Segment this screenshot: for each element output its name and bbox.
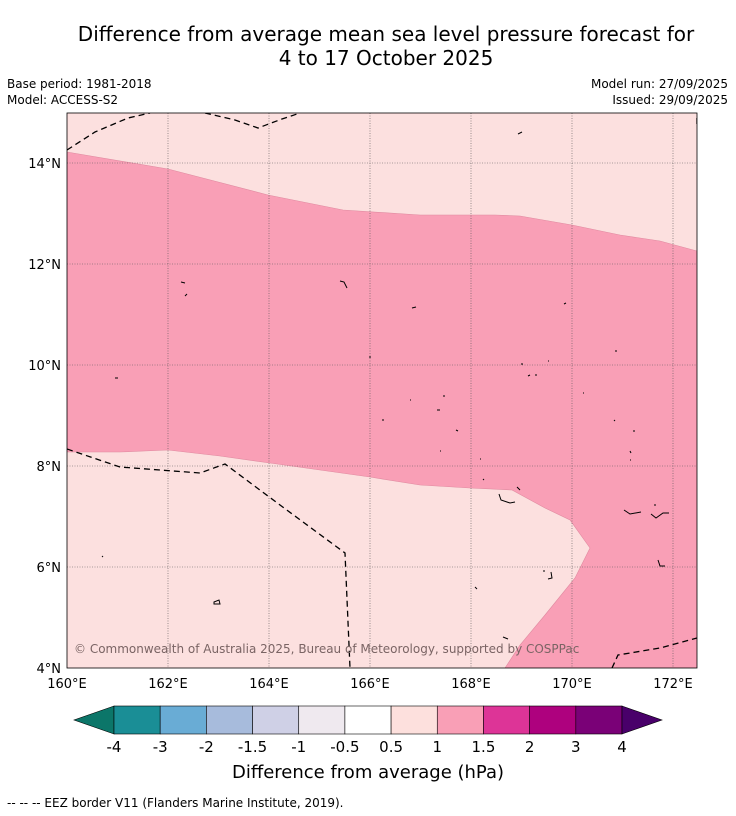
colorbar-segment [252, 705, 300, 735]
lon-label: 162°E [148, 677, 188, 692]
colorbar-tick-label: 4 [617, 738, 627, 756]
colorbar-segment [159, 705, 207, 735]
lon-label: 160°E [47, 677, 87, 692]
colorbar-segment [575, 705, 623, 735]
colorbar-tick-label: 1 [432, 738, 442, 756]
colorbar-segment [483, 705, 530, 735]
colorbar-tick-label: 1.5 [472, 738, 496, 756]
lat-label: 8°N [37, 460, 62, 475]
lat-label: 12°N [28, 258, 61, 273]
colorbar-tick-label: -4 [107, 738, 122, 756]
copyright-notice: © Commonwealth of Australia 2025, Bureau… [74, 642, 579, 656]
lon-label: 164°E [249, 677, 289, 692]
colorbar-segment [298, 705, 346, 735]
colorbar-tick-label: -1.5 [238, 738, 267, 756]
model-run: Model run: 27/09/2025 [590, 77, 728, 91]
islands [101, 131, 669, 640]
title-line-2: 4 to 17 October 2025 [278, 46, 494, 70]
lat-label: 10°N [28, 359, 61, 374]
colorbar [73, 705, 663, 735]
colorbar-segment [436, 705, 484, 735]
latitude-labels: 14°N 12°N 10°N 8°N 6°N 4°N [28, 157, 61, 677]
lon-label: 166°E [350, 677, 390, 692]
colorbar-segment [206, 705, 253, 735]
map-frame [66, 112, 698, 669]
colorbar-segment [344, 705, 392, 735]
longitude-labels: 160°E 162°E 164°E 166°E 168°E 170°E 172°… [47, 677, 693, 692]
lat-label: 6°N [37, 561, 62, 576]
map-area: © Commonwealth of Australia 2025, Bureau… [67, 113, 697, 668]
footnote-eez: -- -- -- EEZ border V11 (Flanders Marine… [7, 796, 344, 810]
colorbar-tick-label: -2 [199, 738, 214, 756]
anomaly-mid-region [67, 151, 697, 668]
chart-title: Difference from average mean sea level p… [0, 22, 736, 70]
colorbar-tick-label: 3 [571, 738, 581, 756]
lon-label: 168°E [451, 677, 491, 692]
meta-left: Base period: 1981-2018 Model: ACCESS-S2 [7, 76, 152, 108]
colorbar-label: Difference from average (hPa) [232, 762, 504, 783]
colorbar-segment [529, 705, 577, 735]
lon-label: 172°E [653, 677, 693, 692]
lat-label: 14°N [28, 157, 61, 172]
grid-lines [67, 113, 697, 668]
colorbar-segment [113, 705, 161, 735]
lon-label: 170°E [552, 677, 592, 692]
title-line-1: Difference from average mean sea level p… [77, 22, 695, 46]
colorbar-arrow-high [621, 705, 663, 735]
colorbar-tick-label: -0.5 [330, 738, 359, 756]
model-name: Model: ACCESS-S2 [7, 93, 119, 107]
colorbar-tick-label: 2 [525, 738, 535, 756]
colorbar-tick-labels: -4 -3 -2 -1.5 -1 -0.5 0.5 1 1.5 2 3 4 [107, 738, 627, 756]
base-period: Base period: 1981-2018 [7, 77, 152, 91]
meta-right: Model run: 27/09/2025 Issued: 29/09/2025 [591, 76, 728, 108]
issued-date: Issued: 29/09/2025 [612, 93, 728, 107]
lat-label: 4°N [37, 662, 62, 677]
colorbar-tick-label: 0.5 [379, 738, 403, 756]
colorbar-tick-label: -3 [153, 738, 168, 756]
colorbar-tick-label: -1 [291, 738, 306, 756]
colorbar-segment [390, 705, 438, 735]
eez-borders [67, 113, 697, 668]
colorbar-arrow-low [73, 705, 115, 735]
